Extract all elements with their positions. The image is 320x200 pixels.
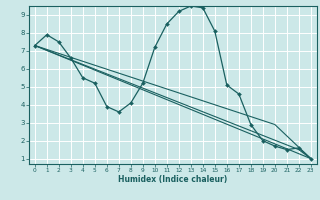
X-axis label: Humidex (Indice chaleur): Humidex (Indice chaleur) [118, 175, 228, 184]
